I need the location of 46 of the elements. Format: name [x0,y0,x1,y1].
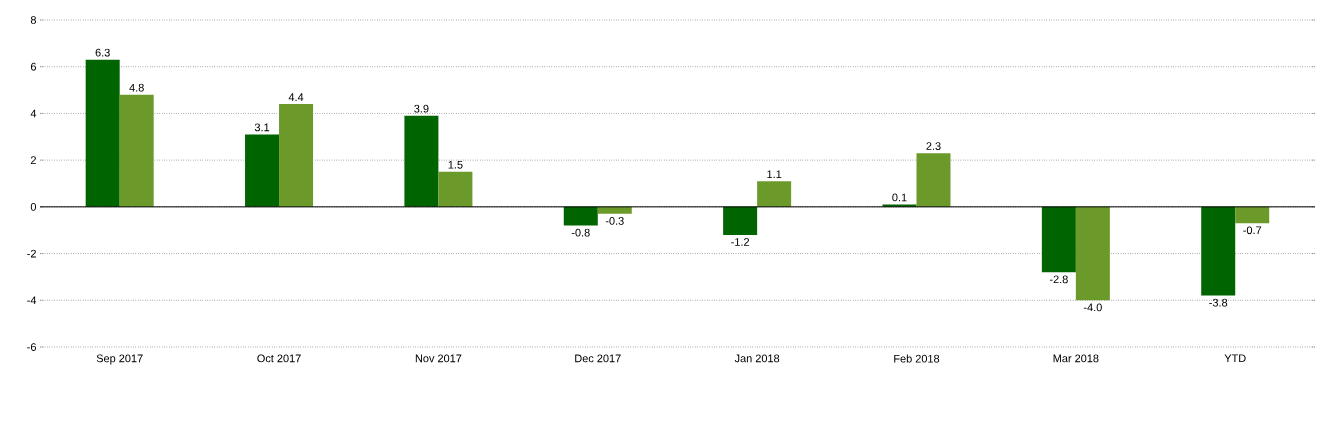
x-tick-label: Jan 2018 [734,354,780,363]
bar [1235,206,1270,224]
bar [723,206,758,235]
data-label: 4.8 [129,83,144,92]
data-label: 1.1 [767,170,782,178]
x-tick-label: Oct 2017 [257,354,301,363]
x-tick-label: Dec 2017 [575,354,621,363]
data-label: -2.8 [1049,275,1068,284]
x-tick-label: Feb 2018 [894,354,940,363]
data-label: 2.3 [926,142,941,150]
x-tick-label: YTD [1224,354,1246,363]
bar [438,171,473,207]
bar [1201,206,1236,296]
bar [916,153,951,207]
y-tick-label: 4 [30,109,37,118]
data-label: -0.8 [571,228,590,237]
data-label: 3.9 [414,104,429,113]
data-label: 6.3 [95,48,110,57]
data-label: -3.8 [1209,298,1228,307]
y-tick-label: 2 [30,156,36,164]
data-label: -0.7 [1243,226,1262,235]
bar [757,181,792,207]
x-tick-label: Mar 2018 [1053,354,1099,363]
data-label: 0.1 [892,193,907,202]
x-tick-label: Sep 2017 [96,354,143,365]
x-tick-label: Nov 2017 [415,354,462,363]
y-tick-label: 6 [30,62,36,71]
bar [245,134,280,207]
y-tick-label: 0 [30,202,37,211]
data-label: 3.1 [254,123,270,132]
data-label: -1.2 [731,238,750,246]
y-tick-label: 8 [30,16,36,24]
bar [279,104,314,207]
bar [1075,206,1110,301]
bar [563,206,598,226]
data-label: -4.0 [1083,303,1102,312]
bar [1041,206,1076,273]
y-tick-label: -4 [27,296,37,305]
bar [119,94,154,207]
bar [85,59,120,207]
data-label: 4.4 [288,93,304,101]
bar [404,115,439,207]
y-tick-label: -6 [27,343,36,351]
y-tick-label: -2 [27,249,36,258]
data-label: -0.3 [605,217,624,225]
data-label: 1.5 [448,160,463,169]
